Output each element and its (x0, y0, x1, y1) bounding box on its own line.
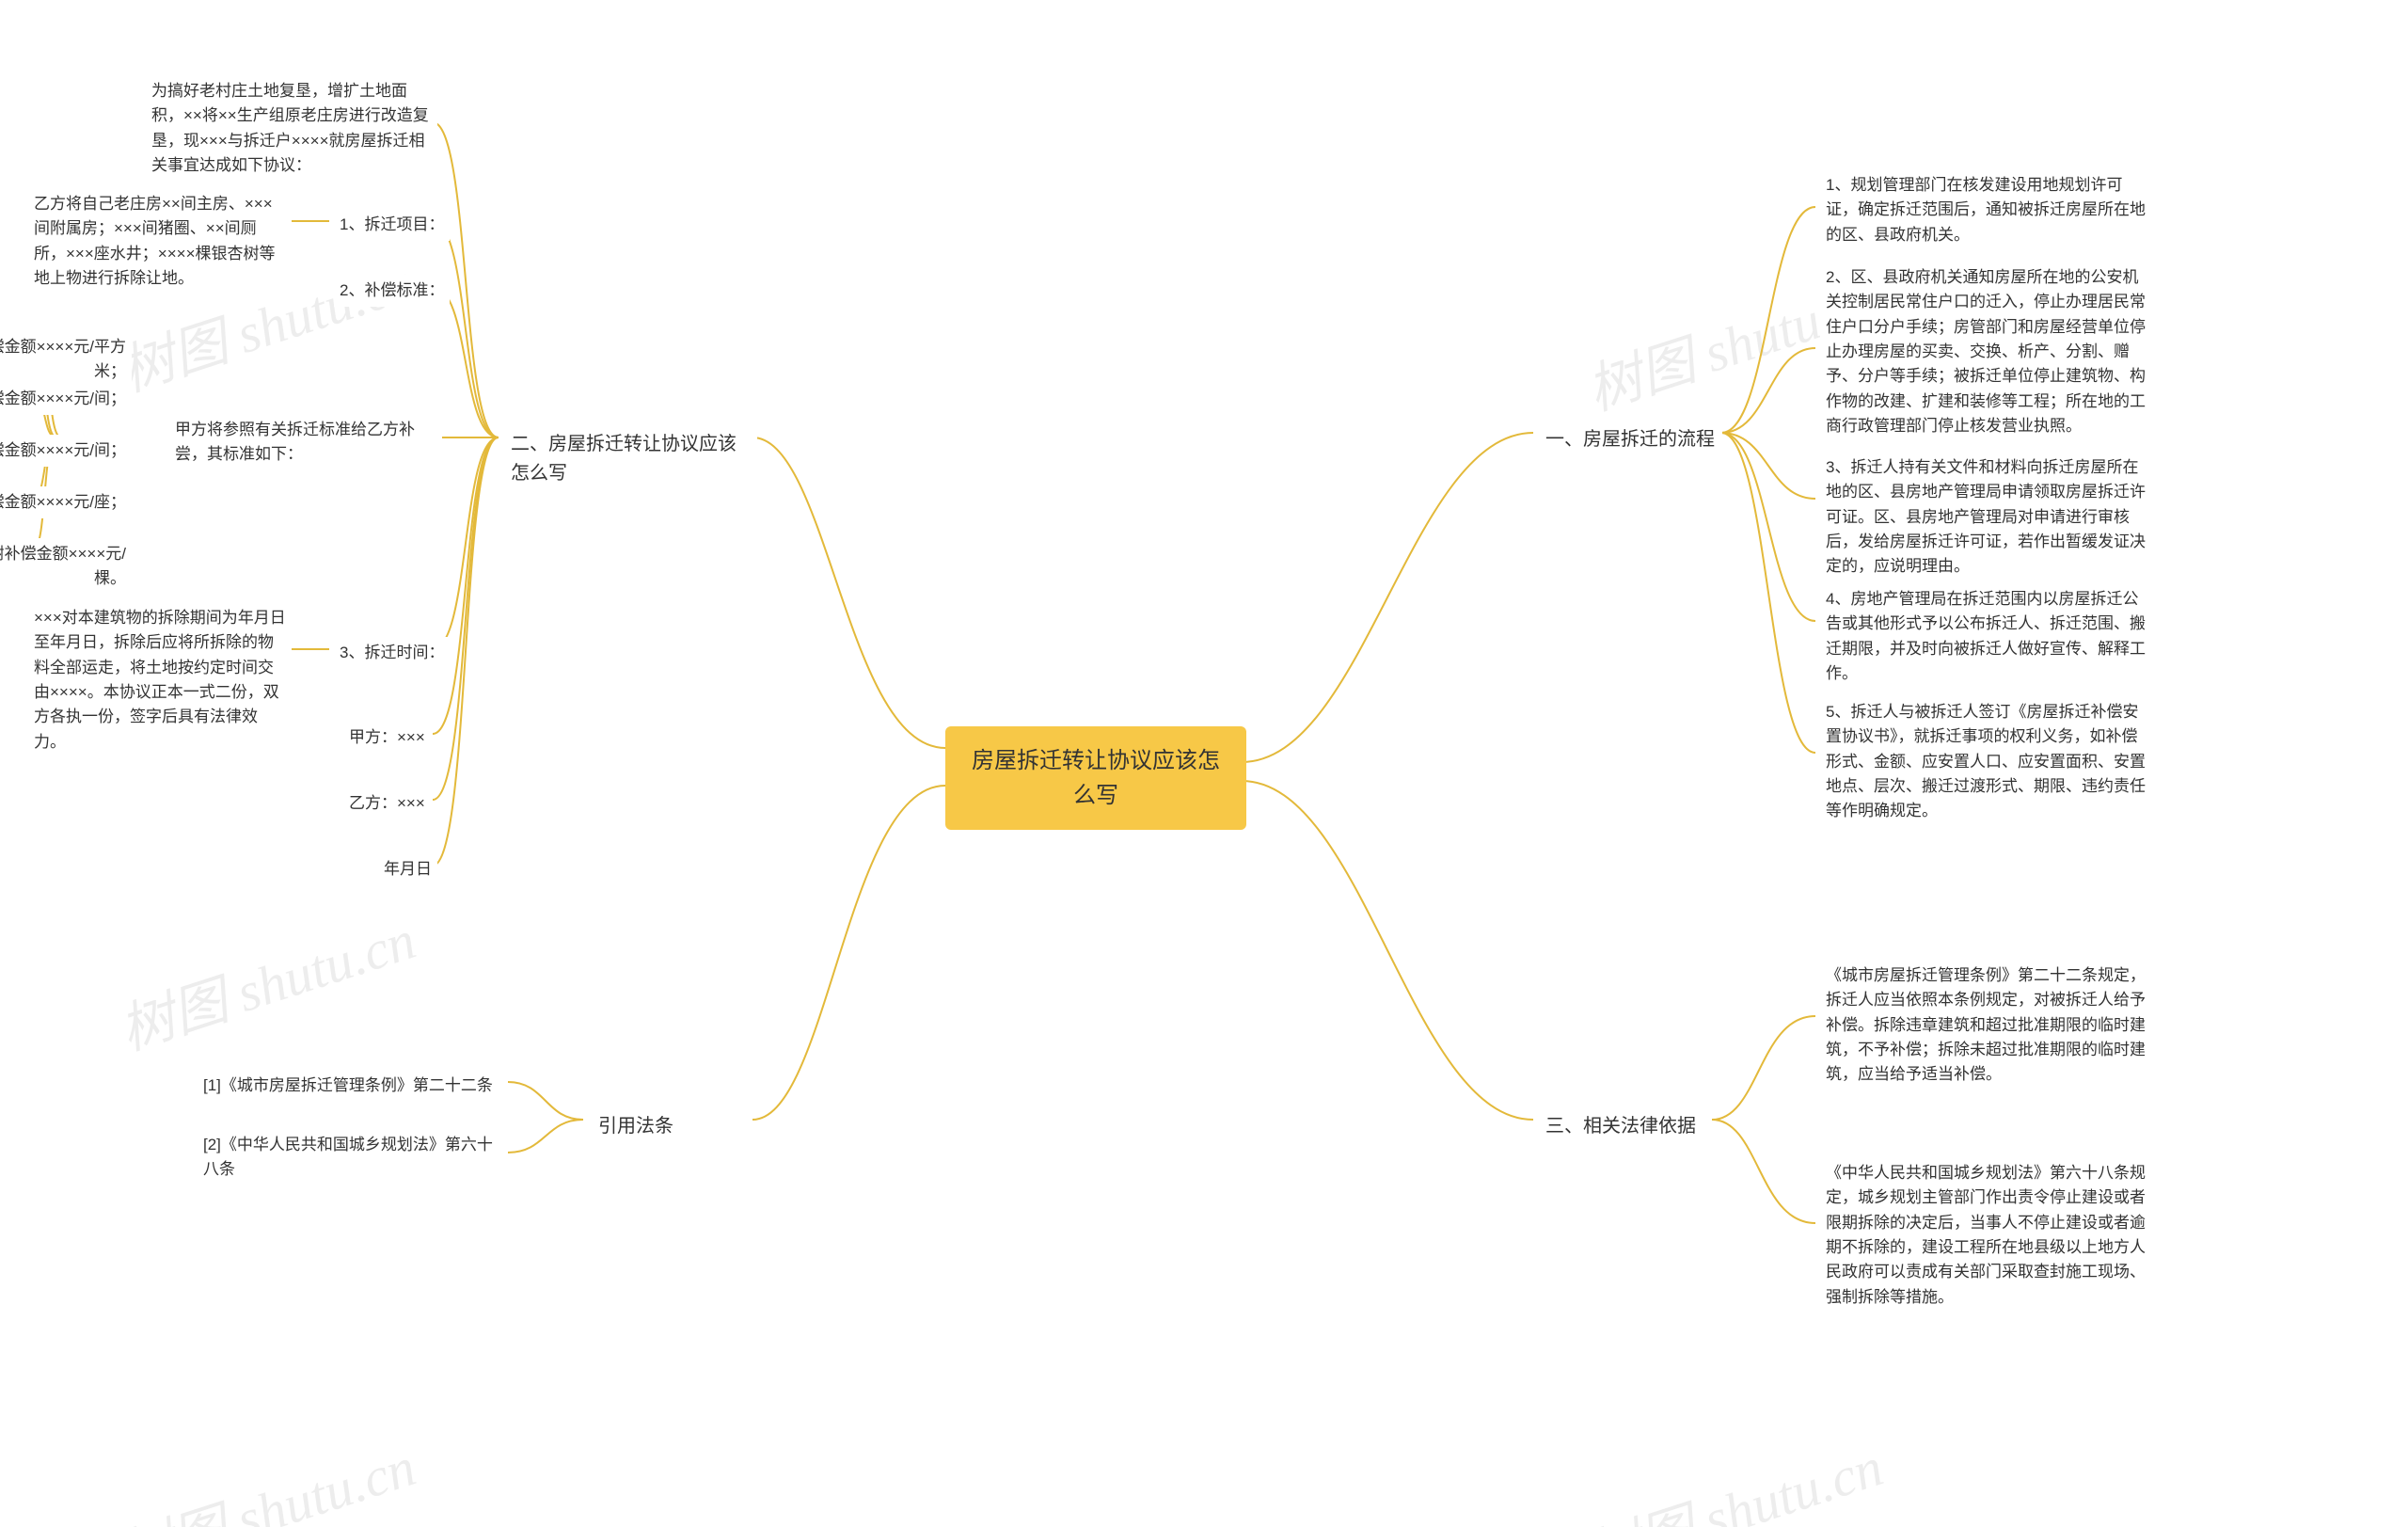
standard-row-3: （3）厕所补偿金额××××元/间； (0, 435, 132, 467)
watermark: 树图 shutu.cn (108, 896, 423, 1065)
process-step-1: 1、规划管理部门在核发建设用地规划许可证，确定拆迁范围后，通知被拆迁房屋所在地的… (1820, 169, 2159, 251)
watermark: 树图 shutu.cn (108, 1423, 423, 1527)
agreement-item1-label: 1、拆迁项目： (334, 209, 450, 241)
agreement-yi: 乙方：××× (343, 787, 431, 819)
process-step-4: 4、房地产管理局在拆迁范围内以房屋拆迁公告或其他形式予以公布拆迁人、拆迁范围、搬… (1820, 583, 2159, 690)
standard-row-4: （4）水井补偿金额××××元/座； (0, 486, 132, 518)
standard-row-2: （2）猪圈补偿金额××××元/间； (0, 383, 132, 415)
agreement-item3-detail: ×××对本建筑物的拆除期间为年月日至年月日，拆除后应将所拆除的物料全部运走，将土… (28, 602, 292, 758)
legal-item-1: 《城市房屋拆迁管理条例》第二十二条规定，拆迁人应当依照本条例规定，对被拆迁人给予… (1820, 960, 2159, 1091)
branch-agreement-label: 二、房屋拆迁转让协议应该怎么写 (511, 434, 737, 484)
process-step-5: 5、拆迁人与被拆迁人签订《房屋拆迁补偿安置协议书》，就拆迁事项的权利义务，如补偿… (1820, 696, 2159, 828)
branch-agreement: 二、房屋拆迁转让协议应该怎么写 (503, 424, 757, 494)
agreement-item1-detail: 乙方将自己老庄房××间主房、×××间附属房；×××间猪圈、××间厕所，×××座水… (28, 188, 292, 294)
branch-cite-label: 引用法条 (598, 1116, 673, 1137)
agreement-item3-label: 3、拆迁时间： (334, 637, 450, 669)
agreement-standards-intro: 甲方将参照有关拆迁标准给乙方补尝，其标准如下： (169, 414, 442, 471)
branch-legal-label: 三、相关法律依据 (1545, 1116, 1696, 1137)
agreement-jia: 甲方：××× (343, 722, 431, 754)
process-step-2: 2、区、县政府机关通知房屋所在地的公安机关控制居民常住户口的迁入，停止办理居民常… (1820, 262, 2159, 442)
standard-row-1: （1）房屋补偿金额××××元/平方米； (0, 331, 132, 389)
legal-item-2: 《中华人民共和国城乡规划法》第六十八条规定，城乡规划主管部门作出责令停止建设或者… (1820, 1157, 2159, 1313)
cite-item-1: [1]《城市房屋拆迁管理条例》第二十二条 (198, 1070, 499, 1102)
agreement-item2-label: 2、补偿标准： (334, 275, 450, 307)
branch-cite: 引用法条 (591, 1106, 681, 1147)
branch-process: 一、房屋拆迁的流程 (1538, 420, 1722, 460)
branch-legal: 三、相关法律依据 (1538, 1106, 1703, 1147)
process-step-3: 3、拆迁人持有关文件和材料向拆迁房屋所在地的区、县房地产管理局申请领取房屋拆迁许… (1820, 452, 2159, 583)
watermark: 树图 shutu.cn (1576, 1423, 1891, 1527)
root-text: 房屋拆迁转让协议应该怎么写 (972, 748, 1220, 808)
agreement-date: 年月日 (378, 853, 437, 885)
root-node: 房屋拆迁转让协议应该怎么写 (945, 726, 1246, 830)
agreement-intro: 为搞好老村庄土地复垦，增扩土地面积，××将××生产组原老庄房进行改造复垦，现××… (146, 75, 437, 182)
standard-row-5: （5）银杏树补偿金额××××元/棵。 (0, 538, 132, 596)
cite-item-2: [2]《中华人民共和国城乡规划法》第六十八条 (198, 1129, 499, 1186)
branch-process-label: 一、房屋拆迁的流程 (1545, 429, 1715, 450)
